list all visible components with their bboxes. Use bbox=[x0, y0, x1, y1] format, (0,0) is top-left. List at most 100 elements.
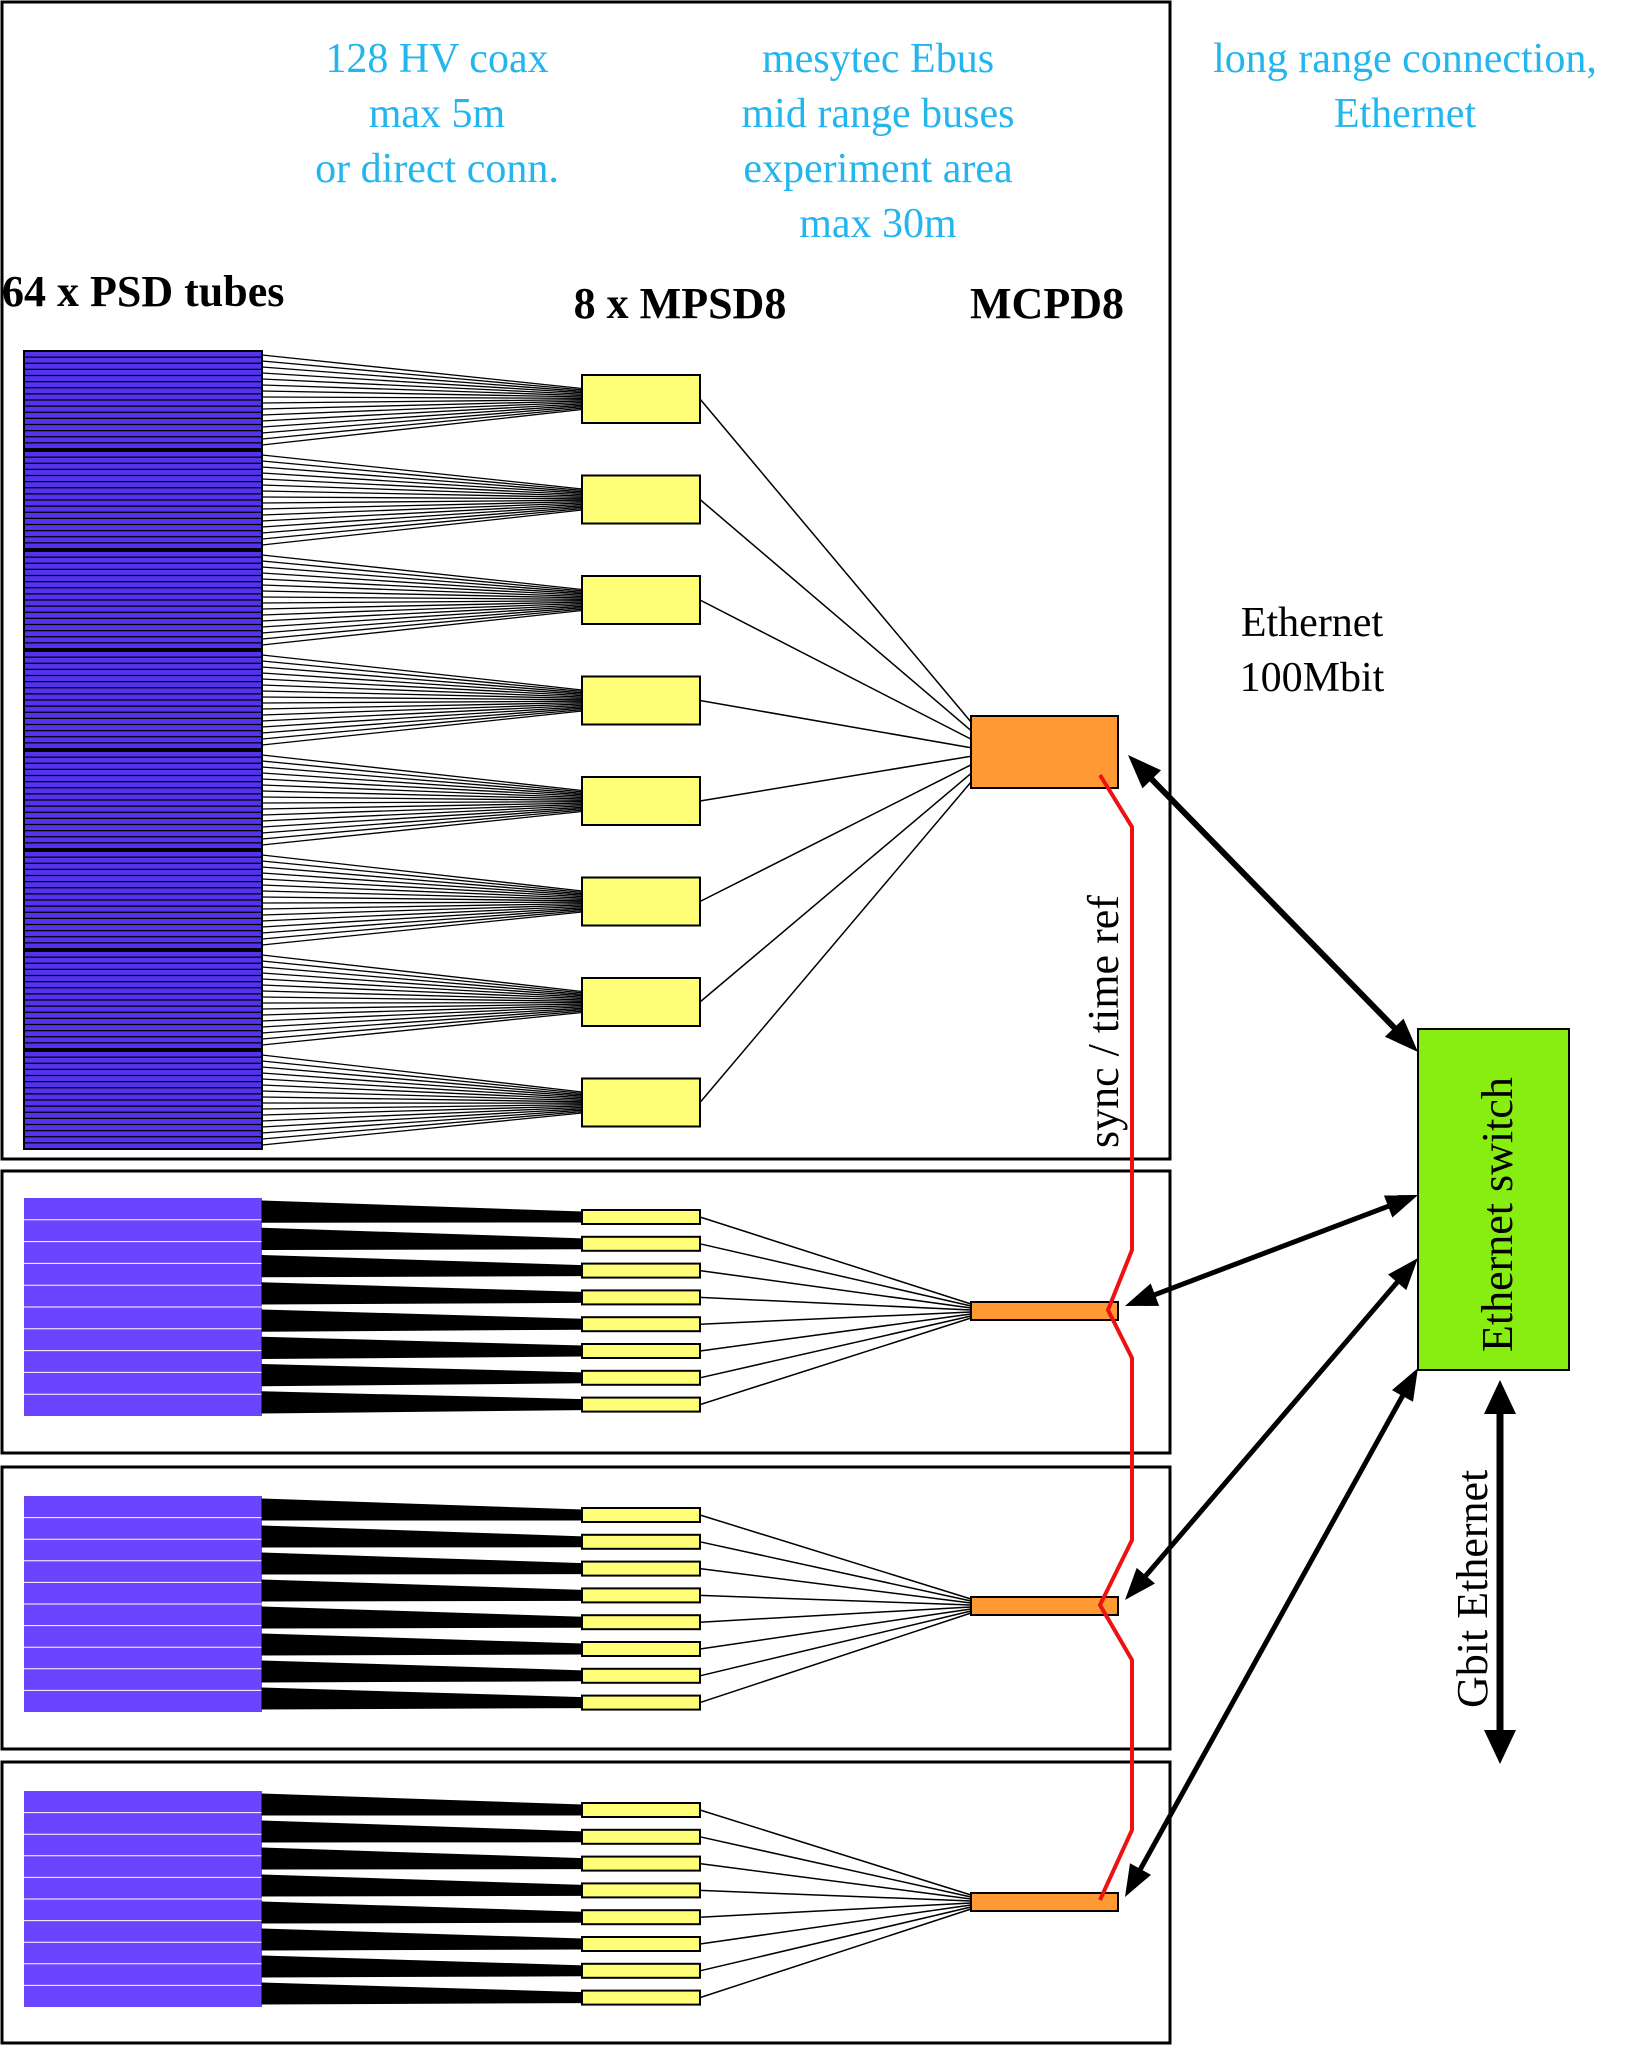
hv-coax-wire bbox=[261, 972, 583, 997]
hv-coax-wire bbox=[261, 403, 583, 422]
arrow-head-icon bbox=[1125, 1863, 1152, 1897]
hv-coax-wire bbox=[261, 1633, 583, 1656]
ethernet-100-label-line-2: 100Mbit bbox=[1240, 655, 1385, 701]
mpsd8-module bbox=[581, 1316, 701, 1333]
ethernet-link-mcpd-3 bbox=[1139, 1275, 1404, 1583]
hv-coax-wire bbox=[261, 509, 583, 546]
mpsd8-module bbox=[581, 575, 701, 625]
hv-coax-wire bbox=[261, 472, 583, 494]
hv-coax-wire bbox=[261, 572, 583, 595]
mpsd8-module bbox=[581, 1641, 701, 1657]
hv-coax-wire bbox=[261, 1106, 583, 1122]
ebus-wire bbox=[699, 1216, 972, 1305]
hv-coax-wire bbox=[261, 701, 583, 710]
ebus-wire bbox=[699, 755, 972, 802]
ebus-wire bbox=[699, 1904, 972, 1945]
hv-coax-wire bbox=[261, 884, 583, 899]
mpsd8-module bbox=[581, 1369, 701, 1386]
hv-coax-wire bbox=[261, 700, 583, 704]
ebus-wire bbox=[699, 1567, 972, 1604]
mpsd8-module bbox=[581, 374, 701, 424]
mpsd8-module bbox=[581, 1533, 701, 1550]
sync-time-ref-line bbox=[1097, 773, 1134, 1901]
hv-coax-wire bbox=[261, 609, 583, 646]
hv-coax-wire bbox=[261, 696, 583, 701]
hv-coax-wire bbox=[261, 901, 583, 904]
hv-coax-wire bbox=[261, 1109, 583, 1134]
ebus-label-line-1: mesytec Ebus bbox=[762, 36, 994, 82]
hv-coax-wire bbox=[261, 707, 583, 734]
hv-coax-wire bbox=[261, 1200, 583, 1223]
ebus-wire bbox=[699, 1612, 972, 1704]
hv-coax-wire bbox=[261, 710, 583, 746]
hv-coax-wire bbox=[261, 1363, 583, 1387]
mpsd8-module bbox=[581, 1343, 701, 1359]
mpsd8-module bbox=[581, 1262, 701, 1279]
hv-coax-wire bbox=[261, 810, 583, 846]
hv-coax-wire bbox=[261, 790, 583, 800]
hv-coax-wire bbox=[261, 1687, 583, 1710]
hv-coax-wire bbox=[261, 1282, 583, 1305]
hv-coax-wire bbox=[261, 778, 583, 797]
hv-coax-wire bbox=[261, 1078, 583, 1099]
hv-coax-wire bbox=[261, 860, 583, 894]
hv-coax-wire bbox=[261, 478, 583, 496]
ethernet-link-mcpd-1 bbox=[1144, 772, 1402, 1035]
hv-coax-wire bbox=[261, 1003, 583, 1010]
hv-coax-wire bbox=[261, 507, 583, 540]
hv-coax-wire bbox=[261, 484, 583, 497]
hv-coax-wire bbox=[261, 672, 583, 695]
mpsd8-module bbox=[581, 1235, 701, 1252]
hv-coax-wire bbox=[261, 596, 583, 600]
hv-coax-wire bbox=[261, 354, 583, 390]
hv-coax-wire bbox=[261, 1955, 583, 1978]
hv-coax-wire bbox=[261, 784, 583, 799]
hv-coax-wire bbox=[261, 406, 583, 434]
hv-coax-wire bbox=[261, 704, 583, 722]
ebus-wire bbox=[699, 1906, 972, 1972]
ethernet-link-mcpd-2 bbox=[1148, 1201, 1395, 1300]
ethernet-switch-label: Ethernet switch bbox=[1473, 1077, 1522, 1352]
mcpd8-title: MCPD8 bbox=[970, 279, 1124, 328]
hv-coax-wire bbox=[261, 1103, 583, 1110]
ethernet-link-mcpd-4 bbox=[1135, 1389, 1408, 1876]
hv-coax-wire bbox=[261, 604, 583, 622]
hv-coax-wire bbox=[261, 578, 583, 596]
hv-coax-wire bbox=[261, 1391, 583, 1414]
ethernet-100-label-line-1: Ethernet bbox=[1241, 600, 1384, 646]
hv-coax-wire bbox=[261, 607, 583, 634]
hv-coax-wire bbox=[261, 660, 583, 693]
hv-coax-wire bbox=[261, 384, 583, 397]
hv-coax-wire bbox=[261, 1552, 583, 1575]
mpsd8-module bbox=[581, 1667, 701, 1684]
ebus-wire bbox=[699, 781, 972, 1103]
hv-coax-wire bbox=[261, 1110, 583, 1140]
hv-coax-wire bbox=[261, 905, 583, 922]
mpsd8-title: 8 x MPSD8 bbox=[574, 279, 787, 328]
hv-coax-wire bbox=[261, 909, 583, 940]
hv-coax-wire bbox=[261, 1874, 583, 1897]
arrow-head-icon bbox=[1388, 1258, 1418, 1291]
hv-coax-wire bbox=[261, 590, 583, 599]
ebus-label-line-2: mid range buses bbox=[742, 91, 1015, 137]
hv-coax-wire bbox=[261, 1072, 583, 1097]
hv-coax-wire bbox=[261, 809, 583, 840]
hv-coax-wire bbox=[261, 684, 583, 698]
hv-coax-wire bbox=[261, 378, 583, 395]
hv-coax-wire bbox=[261, 878, 583, 898]
ebus-label-line-3: experiment area bbox=[743, 146, 1013, 192]
ebus-wire bbox=[699, 1317, 972, 1406]
mpsd8-module bbox=[581, 1936, 701, 1952]
hv-coax-wire bbox=[261, 706, 583, 728]
mpsd8-module bbox=[581, 1396, 701, 1413]
hv-coax-wire bbox=[261, 400, 583, 410]
ebus-wire bbox=[699, 1809, 972, 1896]
group-frame-3 bbox=[0, 1465, 1172, 1751]
arrow-head-icon bbox=[1484, 1730, 1516, 1764]
hv-coax-wire bbox=[261, 404, 583, 428]
ebus-wire bbox=[699, 1606, 972, 1623]
hv-coax-wire bbox=[261, 703, 583, 716]
hv-coax-wire bbox=[261, 801, 583, 804]
hv-coax-wire bbox=[261, 390, 583, 398]
